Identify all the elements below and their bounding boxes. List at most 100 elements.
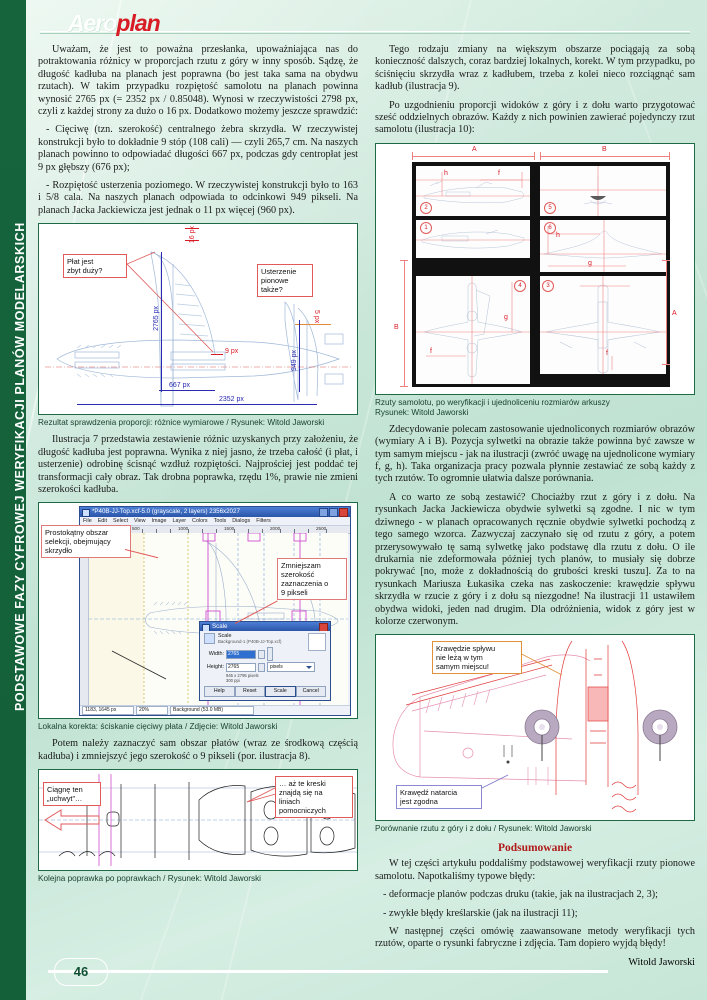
menu-filters[interactable]: Filters <box>256 518 271 525</box>
masthead: Aeroplan <box>40 8 690 42</box>
scale-button[interactable]: Scale <box>265 686 296 698</box>
scale-dialog-buttons[interactable]: Help Reset Scale Cancel <box>204 686 326 698</box>
dim-arrow-B-top <box>540 155 670 157</box>
panel-6 <box>540 219 666 272</box>
menu-tools[interactable]: Tools <box>213 518 227 525</box>
dim-tick <box>185 228 199 230</box>
panel-number-2: 2 <box>420 201 432 214</box>
scale-resolution-note: 945 x 2795 pixels 300 ppi <box>226 673 259 684</box>
paragraph-text: - Rozpiętość usterzenia poziomego. W rze… <box>38 180 358 216</box>
dim-949px: 949 px <box>291 350 298 372</box>
dim-line-orange <box>295 324 331 326</box>
unit-select[interactable]: pixels <box>267 662 315 673</box>
menu-view[interactable]: View <box>133 518 146 525</box>
dim-line <box>159 390 215 392</box>
logo-text-plan: plan <box>116 10 160 36</box>
panel-5 <box>540 165 666 216</box>
ruler-tick <box>280 529 281 534</box>
ruler-tick <box>308 529 309 534</box>
callout-wing-too-big: Płat jest zbyt duży? <box>63 254 127 279</box>
summary-heading: Podsumowanie <box>497 842 573 855</box>
callout-reduce-width: Zmniejszam szerokość zaznaczenia o 9 pik… <box>277 558 347 601</box>
masthead-rule-shadow <box>40 33 690 34</box>
dim-tick <box>400 259 408 261</box>
scale-dialog-header-sub: Background-1 (P40B-JJ-Top.xcf) <box>218 639 282 645</box>
paragraph-text: Ilustracja 7 przedstawia zestawienie róż… <box>38 434 358 495</box>
menu-edit[interactable]: Edit <box>97 518 107 525</box>
paragraph: W tej części artykułu poddaliśmy podstaw… <box>375 858 695 883</box>
dim-2352px: 2352 px <box>219 396 244 404</box>
scale-dialog[interactable]: Scale Scale Background-1 (P40B-JJ-Top.xc… <box>199 621 331 702</box>
width-spinner[interactable] <box>258 649 265 659</box>
figure-10-sheet-layout: A B <box>375 142 695 395</box>
panel-number-1: 1 <box>420 221 432 234</box>
spine-title: PODSTAWOWE FAZY CYFROWEJ WERYFIKACJI PLA… <box>13 222 27 711</box>
dim-tick <box>534 151 535 160</box>
app-icon <box>202 623 210 632</box>
menu-dialogs[interactable]: Dialogs <box>232 518 251 525</box>
menu-layer[interactable]: Layer <box>172 518 187 525</box>
paragraph-text: A co warto ze sobą zestawić? Chociażby r… <box>375 491 695 627</box>
figure-10-caption-line2: Rysunek: Witold Jaworski <box>375 407 469 417</box>
window-controls[interactable] <box>319 508 348 518</box>
help-button[interactable]: Help <box>204 686 235 698</box>
callout-trailing-edge-mismatch: Krawędzie spływu nie leżą w tym samym mi… <box>432 641 522 675</box>
label-A-right: A <box>672 309 677 317</box>
dim-arrow-A-top <box>412 155 534 157</box>
chain-icon[interactable] <box>267 647 273 662</box>
figure-11-overlay-comparison: Krawędzie spływu nie leżą w tym samym mi… <box>375 634 695 822</box>
dim-line <box>161 252 162 393</box>
scale-height-row[interactable]: Height: 2765 pixels <box>204 662 326 673</box>
status-zoom[interactable]: 20% <box>136 706 168 716</box>
right-column: Tego rodzaju zmiany na większym obszarze… <box>375 44 695 968</box>
list-item: - deformacje planów podczas druku (takie… <box>375 889 695 901</box>
panel-4-drawing <box>416 275 530 384</box>
menu-file[interactable]: File <box>83 518 92 525</box>
height-input[interactable]: 2765 <box>226 662 256 672</box>
dim-667px: 667 px <box>169 382 191 390</box>
aircraft-top-view-drawing <box>45 251 353 407</box>
menu-colors[interactable]: Colors <box>192 518 208 525</box>
maximize-icon[interactable] <box>329 508 338 518</box>
ruler-tick <box>326 529 327 534</box>
width-input[interactable]: 2765 <box>226 649 256 659</box>
paragraph: W następnej części omówię zaawansowane m… <box>375 926 695 951</box>
cancel-button[interactable]: Cancel <box>295 686 326 698</box>
dim-arrow-A-right <box>666 259 667 364</box>
ruler-label: 2000 <box>270 526 281 532</box>
ruler-label: 2500 <box>316 526 327 532</box>
dim-line <box>77 404 317 406</box>
callout-vertical-tail: Usterzenie pionowe także? <box>257 264 313 298</box>
list-item-text: - deformacje planów podczas druku (takie… <box>383 889 658 901</box>
label-g: g <box>588 259 592 267</box>
sidebar-spine: PODSTAWOWE FAZY CYFROWEJ WERYFIKACJI PLA… <box>0 0 27 1000</box>
dim-9px: 9 px <box>225 348 239 356</box>
paragraph: Potem należy zaznaczyć sam obszar płatów… <box>38 738 358 763</box>
height-spinner[interactable] <box>258 662 265 672</box>
label-f-3: f <box>606 349 608 357</box>
scale-width-row[interactable]: Width: 2765 <box>204 647 326 662</box>
window-controls[interactable] <box>319 623 328 632</box>
close-icon[interactable] <box>319 623 328 632</box>
logo-text-aero: Aero <box>68 10 117 36</box>
paragraph: - Cięciwę (tzn. szerokość) centralnego ż… <box>38 124 358 174</box>
panel-2-drawing <box>416 165 530 216</box>
panel-number-6: 6 <box>544 221 556 234</box>
menu-select[interactable]: Select <box>112 518 128 525</box>
paragraph-text: Zdecydowanie polecam zastosowanie ujedno… <box>375 423 695 485</box>
reset-button[interactable]: Reset <box>234 686 265 698</box>
callout-drag-handle: Ciągnę ten „uchwyt”… <box>43 782 101 807</box>
vertical-ruler[interactable] <box>80 533 89 706</box>
figure-10-caption-line1: Rzuty samolotu, po weryfikacji i ujednol… <box>375 397 610 407</box>
gimp-statusbar: 1183, 1645 px 20% Background (53.0 MB) <box>80 705 350 716</box>
ruler-tick <box>202 529 203 534</box>
menu-image[interactable]: Image <box>151 518 167 525</box>
minimize-icon[interactable] <box>319 508 328 518</box>
close-icon[interactable] <box>339 508 348 518</box>
callout-selection-area: Prostokątny obszar selekcji, obejmujący … <box>41 525 131 559</box>
paragraph-text: Uważam, że jest to poważna przesłanka, u… <box>38 44 358 118</box>
gimp-menubar[interactable]: File Edit Select View Image Layer Colors… <box>80 517 350 527</box>
ruler-tick <box>170 529 171 534</box>
dim-tick <box>662 259 670 261</box>
